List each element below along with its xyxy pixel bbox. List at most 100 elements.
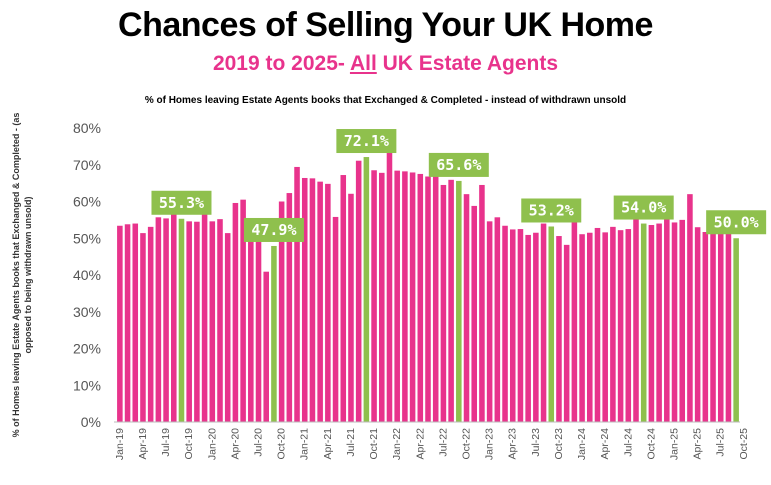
bar: [463, 194, 470, 422]
bar: [610, 226, 616, 422]
bar: [186, 221, 192, 422]
data-label: 54.0%: [621, 199, 666, 217]
bar: [140, 233, 146, 422]
bar: [587, 232, 593, 422]
bar: [194, 221, 200, 422]
bar: [117, 225, 123, 422]
x-tick-label: Jan-25: [669, 428, 681, 460]
bar: [271, 245, 277, 422]
bar: [417, 173, 424, 422]
bar: [409, 172, 416, 422]
page-subtitle: 2019 to 2025- All UK Estate Agents: [0, 52, 771, 76]
x-tick-label: Jan-21: [299, 428, 311, 460]
bar: [224, 233, 231, 422]
x-tick-label: Apr-22: [414, 428, 426, 460]
bar: [486, 221, 493, 422]
x-tick-label: Oct-23: [553, 428, 565, 460]
bar: [594, 227, 601, 422]
bar: [178, 218, 185, 422]
bar: [471, 205, 477, 422]
bar: [379, 172, 385, 422]
bar: [232, 202, 239, 422]
bar: [217, 219, 223, 422]
x-tick-label: Apr-21: [322, 428, 334, 460]
x-tick-label: Jan-23: [484, 428, 496, 460]
bar: [517, 229, 524, 422]
bar: [363, 157, 370, 422]
subtitle-underlined: All: [349, 52, 377, 75]
data-label-box: [521, 198, 582, 223]
y-tick-label: 70%: [73, 157, 101, 173]
x-tick-label: Oct-19: [183, 428, 195, 460]
x-tick-label: Jul-25: [715, 428, 727, 457]
bar: [309, 178, 316, 422]
x-tick-label: Jul-19: [160, 428, 172, 457]
x-tick-label: Oct-24: [645, 428, 657, 460]
data-label: 53.2%: [529, 201, 574, 219]
bar: [425, 176, 431, 422]
data-label: 47.9%: [251, 221, 296, 239]
chart-title: % of Homes leaving Estate Agents books t…: [144, 95, 627, 106]
bar: [679, 219, 685, 423]
bar: [725, 218, 732, 422]
bar: [617, 230, 624, 422]
bar: [579, 234, 585, 422]
bar: [479, 184, 485, 422]
bar: [717, 233, 724, 422]
x-tick-label: Oct-22: [461, 428, 473, 460]
x-tick-label: Jan-20: [206, 428, 218, 460]
bar: [248, 225, 254, 422]
bar: [394, 170, 400, 422]
bar: [456, 180, 462, 422]
bar: [664, 203, 670, 422]
bar: [548, 226, 555, 422]
bar: [278, 201, 285, 422]
bar: [286, 193, 293, 422]
y-tick-label: 30%: [73, 304, 101, 320]
bar: [348, 193, 354, 422]
x-tick-label: Apr-20: [229, 428, 241, 460]
data-label: 55.3%: [159, 194, 204, 212]
bar: [155, 217, 162, 422]
bar: [525, 234, 531, 422]
x-tick-label: Apr-23: [507, 428, 519, 460]
bar: [671, 222, 678, 422]
bar: [602, 232, 608, 422]
bar: [132, 223, 139, 422]
x-tick-label: Jan-19: [114, 428, 126, 460]
bar: [563, 244, 570, 422]
bar: [702, 232, 709, 422]
data-label-box: [151, 190, 212, 215]
bar: [209, 221, 216, 422]
subtitle-suffix: UK Estate Agents: [376, 52, 559, 75]
bar: [147, 226, 154, 422]
data-label: 50.0%: [714, 213, 759, 231]
bar: [556, 236, 562, 422]
y-tick-label: 60%: [73, 194, 101, 210]
data-label-box: [613, 195, 674, 220]
bar: [371, 170, 377, 422]
bar: [633, 216, 639, 422]
subtitle-prefix: 2019 to 2025-: [212, 52, 350, 75]
page-title: Chances of Selling Your UK Home: [118, 6, 653, 44]
data-label-box: [428, 152, 489, 177]
bar: [317, 181, 323, 422]
bar: [201, 199, 208, 422]
bar: [263, 271, 269, 422]
x-tick-label: Jul-20: [253, 428, 265, 457]
x-tick-label: Oct-21: [368, 428, 380, 460]
bar: [355, 160, 362, 422]
data-label-box: [336, 129, 397, 154]
bar: [509, 229, 516, 422]
bar: [240, 199, 246, 422]
bar: [694, 227, 701, 422]
bar: [163, 218, 169, 422]
x-tick-label: Jul-22: [437, 428, 449, 457]
bar: [625, 229, 632, 422]
bar: [448, 179, 454, 422]
bar: [432, 174, 439, 422]
bar: [502, 225, 508, 422]
bar: [687, 194, 693, 422]
bar: [640, 223, 647, 422]
bar: [301, 177, 308, 422]
